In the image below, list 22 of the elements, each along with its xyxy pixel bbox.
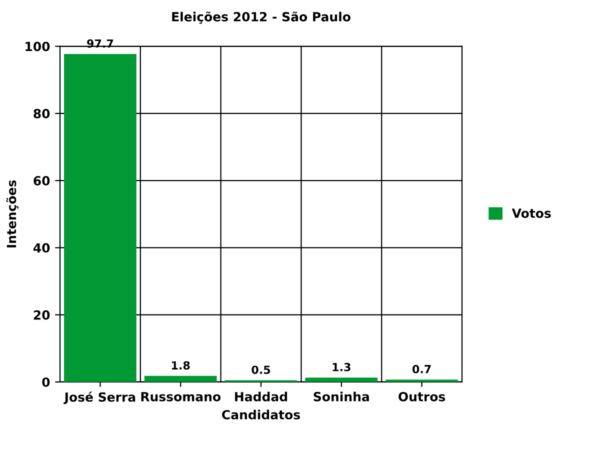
x-tick-label: Haddad	[235, 392, 288, 402]
data-label: 1.3	[332, 362, 350, 372]
data-label: 0.5	[252, 366, 270, 374]
y-tick-label: 100	[26, 42, 50, 52]
x-tick-label: Soninha	[314, 392, 369, 402]
bar	[64, 54, 136, 382]
y-tick-label: 20	[34, 310, 50, 320]
y-tick-label: 0	[42, 377, 50, 387]
legend-label: Votos	[512, 208, 551, 218]
x-tick-label: José Serra	[64, 392, 136, 404]
y-tick-label: 60	[34, 176, 50, 186]
data-label: 1.8	[172, 361, 190, 370]
data-label: 0.7	[412, 364, 431, 374]
y-axis-title: Intenções	[6, 180, 18, 248]
y-tick-label: 40	[33, 243, 50, 253]
x-tick-label: Russomano	[141, 392, 221, 402]
chart-title: Eleições 2012 - São Paulo	[172, 12, 350, 24]
y-tick-label: 80	[34, 108, 50, 118]
x-axis-title: Candidatos	[222, 410, 300, 420]
bar	[305, 378, 378, 382]
bar	[144, 376, 217, 382]
x-tick-label: Outros	[398, 392, 446, 402]
